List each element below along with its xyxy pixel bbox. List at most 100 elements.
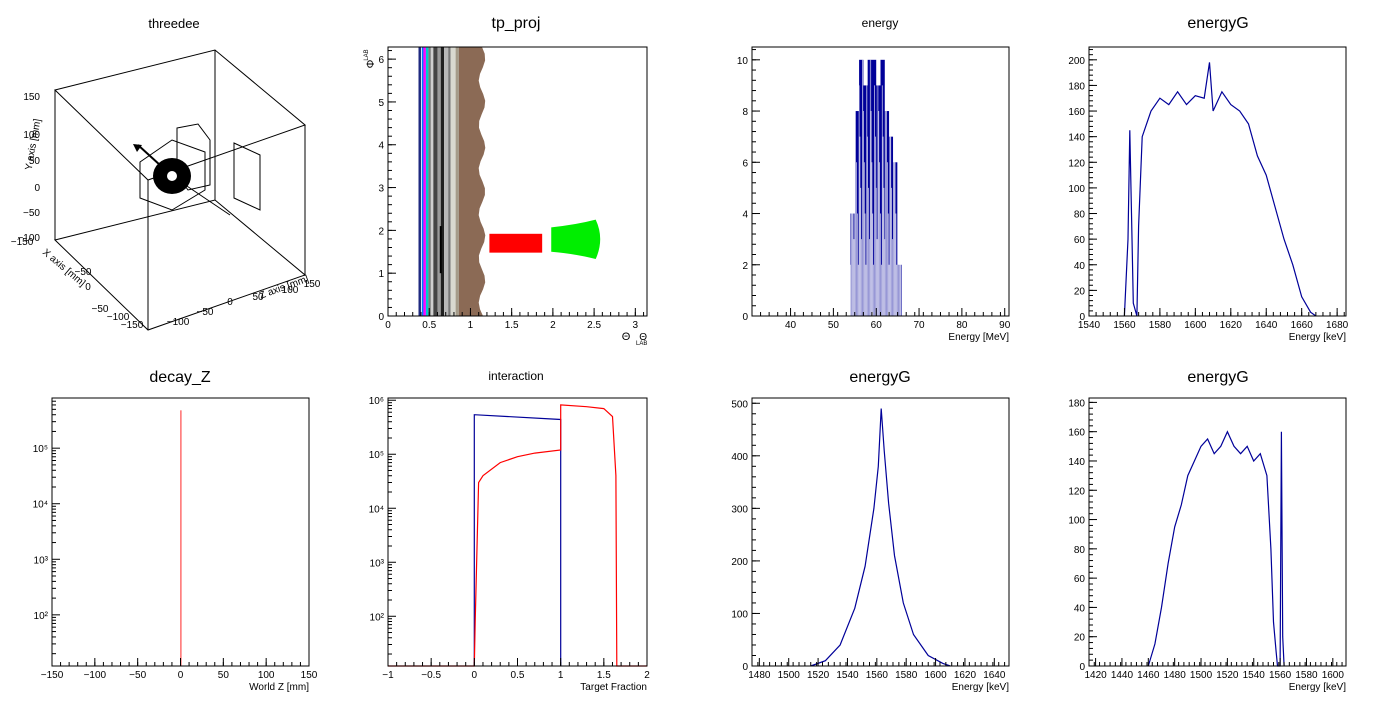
z-tick-label: 50 bbox=[252, 292, 264, 303]
y-tick-label: 60 bbox=[1074, 574, 1086, 585]
series-line bbox=[388, 404, 647, 667]
x-tick-label: 1440 bbox=[1111, 670, 1134, 681]
x-tick-label: 0 bbox=[385, 320, 391, 331]
bar bbox=[897, 264, 902, 316]
x-tick-label: 1480 bbox=[1164, 670, 1187, 681]
x-axis-label: Energy [keV] bbox=[1289, 682, 1346, 693]
x-axis-label: World Z [mm] bbox=[249, 682, 309, 693]
x-tick-label: 1580 bbox=[895, 670, 918, 681]
y-tick-label: 10⁵ bbox=[33, 444, 48, 455]
y-tick-label: 180 bbox=[1068, 398, 1085, 409]
z-tick-label: 100 bbox=[282, 285, 299, 296]
x-tick-label: 1600 bbox=[1322, 670, 1345, 681]
x-tick-label: 1620 bbox=[954, 670, 977, 681]
chart-title: tp_proj bbox=[492, 15, 541, 32]
y-tick-label: 300 bbox=[731, 504, 748, 515]
z-tick-label: −50 bbox=[197, 307, 214, 318]
y-tick-label: 40 bbox=[1074, 261, 1086, 272]
y-tick-label: 5 bbox=[378, 98, 384, 109]
y-tick-label: 10⁴ bbox=[369, 504, 384, 515]
y-tick-label: 150 bbox=[23, 92, 40, 103]
x-tick-label: 1560 bbox=[1113, 320, 1136, 331]
x-tick-label: 1540 bbox=[1243, 670, 1266, 681]
x-tick-label: 1 bbox=[558, 670, 564, 681]
x-tick-label: 1560 bbox=[1269, 670, 1292, 681]
bar bbox=[880, 59, 885, 317]
y-tick-label: 100 bbox=[23, 130, 40, 141]
x-tick-label: 1520 bbox=[807, 670, 830, 681]
x-tick-label: 80 bbox=[956, 320, 968, 331]
y-tick-label: 4 bbox=[742, 210, 748, 221]
x-tick-label: 1560 bbox=[866, 670, 889, 681]
chart-energyG_1: energyG 1540 1560 1580 1600 1620 1640 1660 1680 0… bbox=[1068, 15, 1348, 343]
y-tick-label: 2 bbox=[742, 261, 748, 272]
x-axis-label: Energy [keV] bbox=[1289, 332, 1346, 343]
x-tick-label: 60 bbox=[871, 320, 883, 331]
x-tick-label: 1600 bbox=[924, 670, 947, 681]
bar bbox=[863, 85, 868, 316]
x-tick-label: 40 bbox=[785, 320, 797, 331]
y-tick-label: 2 bbox=[378, 226, 384, 237]
y-tick-label: 20 bbox=[1074, 286, 1086, 297]
y-tick-label: 60 bbox=[1074, 235, 1086, 246]
band bbox=[423, 47, 426, 316]
y-tick-label: 140 bbox=[1068, 457, 1085, 468]
x-tick-label: 2 bbox=[644, 670, 650, 681]
x-tick-label: 1.5 bbox=[597, 670, 611, 681]
chart-title: interaction bbox=[488, 369, 543, 383]
x-tick-label: 1580 bbox=[1149, 320, 1172, 331]
bar bbox=[850, 213, 855, 316]
x-tick-label: 1520 bbox=[1216, 670, 1239, 681]
y-tick-label: 10 bbox=[737, 56, 749, 67]
y-tick-label: 6 bbox=[742, 158, 748, 169]
band bbox=[433, 47, 438, 316]
y-tick-label: 120 bbox=[1068, 486, 1085, 497]
x-axis-label: Target Fraction bbox=[580, 682, 647, 693]
x-tick-label: −50 bbox=[92, 304, 109, 315]
y-tick-label: 10³ bbox=[370, 558, 385, 569]
y-tick-label: −100 bbox=[17, 233, 40, 244]
x-tick-label: 2 bbox=[550, 320, 556, 331]
y-axis-label: Y axis [mm] bbox=[24, 118, 44, 171]
y-tick-label: 0 bbox=[742, 312, 748, 323]
x-tick-label: 1480 bbox=[748, 670, 771, 681]
plot-frame bbox=[1088, 397, 1347, 667]
x-tick-label: 1660 bbox=[1291, 320, 1314, 331]
y-tick-label: 80 bbox=[1074, 545, 1086, 556]
chart-energy: energy 40 50 60 70 80 90 0 2 4 6 8 10 Energy [MeV] bbox=[737, 16, 1011, 343]
x-tick-label: 1500 bbox=[778, 670, 801, 681]
x-tick-label: 1540 bbox=[1078, 320, 1101, 331]
y-tick-label: 80 bbox=[1074, 210, 1086, 221]
y-tick-label: 0 bbox=[1079, 312, 1085, 323]
x-tick-label: −1 bbox=[382, 670, 394, 681]
chart-title: threedee bbox=[148, 16, 199, 31]
x-tick-label: −150 bbox=[121, 320, 144, 331]
y-tick-label: 50 bbox=[29, 156, 41, 167]
x-tick-label: 0 bbox=[472, 670, 478, 681]
band bbox=[437, 47, 441, 316]
x-tick-label: 0.5 bbox=[422, 320, 436, 331]
x-tick-label: 1620 bbox=[1220, 320, 1243, 331]
x-tick-label: 70 bbox=[913, 320, 925, 331]
y-tick-label: 400 bbox=[731, 452, 748, 463]
bar bbox=[180, 410, 182, 666]
y-tick-label: 10⁶ bbox=[369, 396, 384, 407]
x-axis-label: Θ bbox=[622, 331, 631, 343]
band bbox=[440, 47, 445, 316]
y-tick-label: 200 bbox=[731, 557, 748, 568]
z-tick-label: −100 bbox=[167, 317, 190, 328]
bar bbox=[867, 59, 872, 317]
y-tick-label: 120 bbox=[1068, 158, 1085, 169]
bar bbox=[884, 111, 890, 316]
band bbox=[448, 47, 451, 316]
y-tick-label: 10⁴ bbox=[33, 500, 48, 511]
y-tick-label: 0 bbox=[1079, 662, 1085, 673]
series-line bbox=[1123, 62, 1317, 317]
plot-frame bbox=[751, 397, 1010, 667]
y-tick-label: −150 bbox=[11, 237, 34, 248]
x-tick-label: −0.5 bbox=[421, 670, 441, 681]
x-tick-label: 1640 bbox=[1255, 320, 1278, 331]
series-line bbox=[473, 414, 562, 666]
x-tick-label: −100 bbox=[107, 312, 130, 323]
bar bbox=[859, 59, 864, 317]
